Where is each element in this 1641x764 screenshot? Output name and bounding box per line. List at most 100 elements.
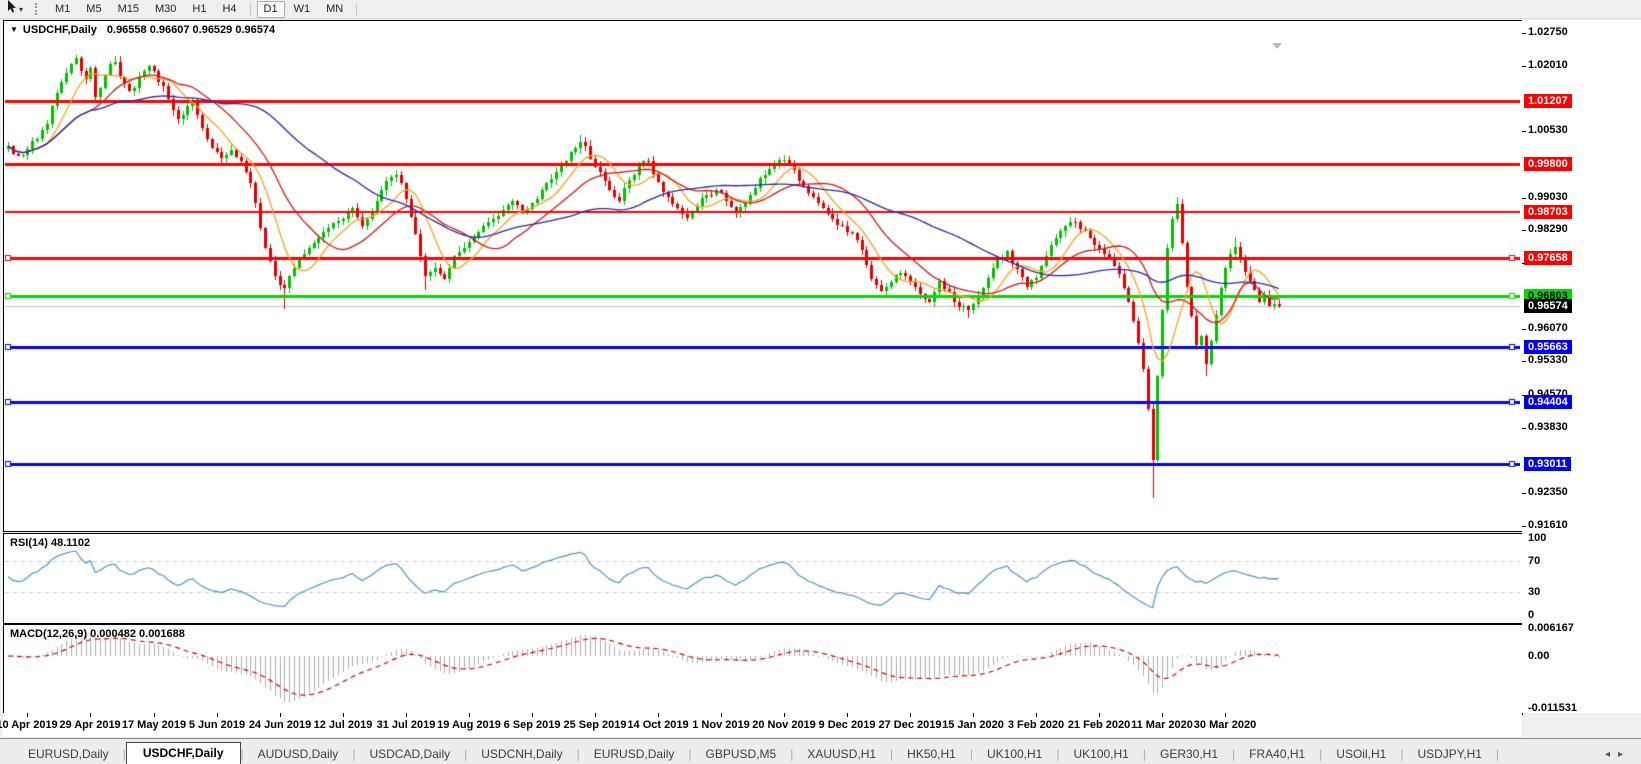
time-axis-tick-label: 17 May 2019 — [121, 719, 187, 731]
timeframe-button-M15[interactable]: M15 — [117, 2, 139, 15]
time-axis-tick-label: 9 Dec 2019 — [818, 719, 876, 731]
chart-tab-eurusd-daily[interactable]: EURUSD,Daily — [593, 747, 675, 761]
chart-tab-usdjpy-h1[interactable]: USDJPY,H1 — [1417, 747, 1482, 761]
price-axis[interactable]: 1.027501.020101.005300.990300.982900.975… — [1522, 20, 1641, 714]
time-axis-tick — [910, 713, 911, 717]
time-axis-tick-label: 20 Nov 2019 — [752, 719, 816, 731]
macd-axis-label: 0.006167 — [1528, 622, 1574, 634]
time-axis-tick-label: 3 Feb 2020 — [1007, 719, 1065, 731]
price-axis-tick — [1522, 493, 1526, 494]
price-axis-tick-label: 1.02750 — [1528, 26, 1568, 38]
price-axis-tick — [1522, 230, 1526, 231]
rsi-canvas[interactable] — [4, 534, 1520, 621]
timeframe-button-M5[interactable]: M5 — [86, 2, 102, 15]
hline-price-label: 0.97658 — [1524, 251, 1572, 265]
time-axis[interactable]: 10 Apr 2019 29 Apr 2019 17 May 2019 5 Jun 2… — [0, 713, 1522, 737]
tab-separator: | — [352, 747, 356, 761]
main-chart-panel: ▼ USDCHF,Daily 0.96558 0.96607 0.96529 0.9… — [3, 20, 1523, 532]
tab-scroll-right-icon[interactable]: ▸ — [1617, 749, 1631, 760]
price-axis-tick — [1522, 131, 1526, 132]
price-axis-tick-label: 1.02010 — [1528, 59, 1568, 71]
price-axis-tick — [1522, 66, 1526, 67]
chart-menu-caret-icon[interactable]: ▼ — [10, 25, 18, 34]
timeframe-button-MN[interactable]: MN — [326, 2, 344, 15]
rsi-title: RSI(14) 48.1102 — [10, 537, 91, 549]
tab-separator: | — [1232, 747, 1236, 761]
timeframe-button-H4[interactable]: H4 — [222, 2, 237, 15]
chart-tabs-bar: EURUSD,Daily | USDCHF,Daily | AUDUSD,Daily | U… — [0, 738, 1641, 764]
time-axis-tick-label: 10 Apr 2019 — [0, 719, 58, 731]
time-axis-tick-label: 31 Jul 2019 — [376, 719, 436, 731]
tab-separator: | — [790, 747, 794, 761]
toolbar-separator — [356, 2, 358, 16]
rsi-axis-label: 0 — [1528, 609, 1535, 621]
chart-tab-usdcad-daily[interactable]: USDCAD,Daily — [369, 747, 451, 761]
current-price-label: 0.96574 — [1524, 299, 1572, 313]
time-axis-tick — [1162, 713, 1163, 717]
time-axis-tick — [784, 713, 785, 717]
time-axis-tick-label: 25 Sep 2019 — [563, 719, 627, 731]
time-axis-tick-label: 6 Sep 2019 — [503, 719, 561, 731]
timeframe-button-W1[interactable]: W1 — [293, 2, 311, 15]
time-axis-tick — [1225, 713, 1226, 717]
cursor-tool-button[interactable]: ▾ — [2, 0, 27, 17]
macd-indicator-panel: MACD(12,26,9) 0.000482 0.001688 — [3, 624, 1523, 715]
chart-tab-uk100-h1[interactable]: UK100,H1 — [986, 747, 1043, 761]
chart-tab-ger30-h1[interactable]: GER30,H1 — [1159, 747, 1219, 761]
time-axis-tick — [90, 713, 91, 717]
time-axis-tick — [406, 713, 407, 717]
time-axis-tick-label: 27 Dec 2019 — [878, 719, 942, 731]
hline-price-label: 0.99800 — [1524, 157, 1572, 171]
rsi-axis-label: 100 — [1528, 532, 1547, 544]
tab-separator: | — [1495, 747, 1500, 761]
tab-separator: | — [1142, 747, 1146, 761]
main-chart-canvas[interactable] — [4, 21, 1520, 529]
price-axis-tick — [1522, 198, 1526, 199]
timeframe-button-H1[interactable]: H1 — [192, 2, 207, 15]
chart-tab-eurusd-daily[interactable]: EURUSD,Daily — [28, 747, 109, 761]
time-axis-tick — [595, 713, 596, 717]
chart-ohlc-values: 0.96558 0.96607 0.96529 0.96574 — [106, 24, 276, 36]
price-axis-tick-label: 0.95330 — [1528, 354, 1568, 366]
chart-tab-hk50-h1[interactable]: HK50,H1 — [907, 747, 956, 761]
chart-title: ▼ USDCHF,Daily 0.96558 0.96607 0.96529 0.9… — [10, 24, 275, 36]
chart-tab-usoil-h1[interactable]: USOil,H1 — [1336, 747, 1387, 761]
price-axis-tick — [1522, 329, 1526, 330]
time-axis-tick-label: 14 Oct 2019 — [627, 719, 689, 731]
timeframe-button-D1[interactable]: D1 — [256, 0, 285, 18]
macd-canvas[interactable] — [4, 625, 1520, 712]
chart-tab-uk100-h1[interactable]: UK100,H1 — [1073, 747, 1129, 761]
tab-separator: | — [240, 747, 244, 761]
time-axis-tick — [973, 713, 974, 717]
time-axis-tick-label: 15 Jan 2020 — [942, 719, 1004, 731]
time-axis-tick-label: 11 Mar 2020 — [1131, 719, 1193, 731]
tab-separator: | — [1056, 747, 1060, 761]
price-axis-tick — [1522, 428, 1526, 429]
time-axis-tick — [27, 713, 28, 717]
tab-separator: | — [1400, 747, 1404, 761]
tab-separator: | — [1319, 747, 1323, 761]
time-axis-tick-label: 1 Nov 2019 — [692, 719, 750, 731]
chart-shift-marker-icon — [1272, 43, 1282, 49]
tab-separator: | — [464, 747, 468, 761]
time-axis-tick-label: 5 Jun 2019 — [188, 719, 246, 731]
timeframe-button-M30[interactable]: M30 — [154, 2, 177, 15]
chart-tab-audusd-daily[interactable]: AUDUSD,Daily — [257, 747, 339, 761]
time-axis-tick-label: 19 Aug 2019 — [437, 719, 501, 731]
time-axis-tick-label: 30 Mar 2020 — [1193, 719, 1257, 731]
tab-separator: | — [576, 747, 580, 761]
time-axis-tick — [658, 713, 659, 717]
chart-tab-usdchf-daily[interactable]: USDCHF,Daily — [125, 742, 241, 764]
timeframe-button-M1[interactable]: M1 — [55, 2, 71, 15]
tab-scroll-left-icon[interactable]: ◂ — [1604, 749, 1618, 760]
rsi-axis-label: 70 — [1528, 555, 1541, 567]
price-axis-tick — [1522, 526, 1526, 527]
chart-tab-fra40-h1[interactable]: FRA40,H1 — [1249, 747, 1306, 761]
chart-tab-gbpusd-m5[interactable]: GBPUSD,M5 — [705, 747, 777, 761]
toolbar-grip[interactable] — [35, 3, 41, 15]
chart-tab-xauusd-h1[interactable]: XAUUSD,H1 — [807, 747, 877, 761]
timeframe-button-group: M1 M5 M15 M30 H1 H4 D1 W1 MN — [47, 0, 351, 18]
time-axis-tick-label: 24 Jun 2019 — [248, 719, 312, 731]
chart-tab-usdcnh-daily[interactable]: USDCNH,Daily — [481, 747, 563, 761]
